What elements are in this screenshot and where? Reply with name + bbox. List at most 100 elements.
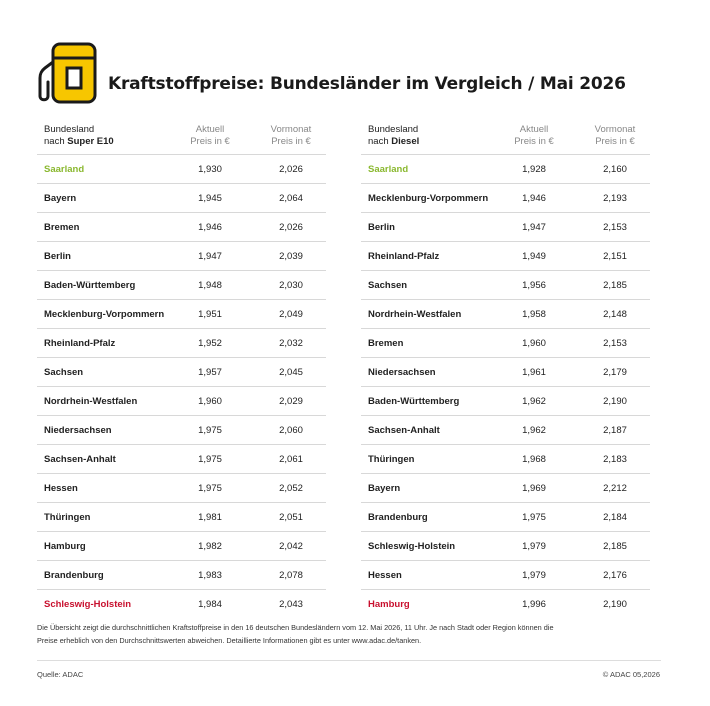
column-header-state: Bundesland nach Super E10 [44,124,114,148]
current-price: 1,928 [522,164,546,175]
table-row: Rheinland-Pfalz 1,952 2,032 [37,329,326,358]
table-row: Mecklenburg-Vorpommern 1,946 2,193 [361,184,650,213]
current-price: 1,945 [198,193,222,204]
table-row: Baden-Württemberg 1,962 2,190 [361,387,650,416]
current-price: 1,975 [198,425,222,436]
footnote: Die Übersicht zeigt die durchschnittlich… [37,621,667,647]
table-row: Bayern 1,969 2,212 [361,474,650,503]
state-name: Brandenburg [368,512,428,523]
previous-price: 2,042 [279,541,303,552]
current-price: 1,975 [198,483,222,494]
divider [37,660,661,661]
table-row: Nordrhein-Westfalen 1,960 2,029 [37,387,326,416]
current-price: 1,981 [198,512,222,523]
header-label: Bundesland [368,124,419,135]
state-name: Berlin [44,251,71,262]
current-price: 1,982 [198,541,222,552]
diesel-table: Bundesland nach Diesel Aktuell Preis in … [361,122,650,618]
table-row: Brandenburg 1,975 2,184 [361,503,650,532]
state-name: Bayern [368,483,401,494]
table-row: Rheinland-Pfalz 1,949 2,151 [361,242,650,271]
previous-price: 2,185 [603,280,627,291]
previous-price: 2,049 [279,309,303,320]
previous-price: 2,045 [279,367,303,378]
current-price: 1,952 [198,338,222,349]
state-name: Nordrhein-Westfalen [368,309,462,320]
state-name: Sachsen [368,280,408,291]
previous-price: 2,026 [279,164,303,175]
page-title: Kraftstoffpreise: Bundesländer im Vergle… [108,74,626,94]
fuel-pump-icon [38,42,97,104]
previous-price: 2,151 [603,251,627,262]
table-body: Saarland 1,928 2,160 Mecklenburg-Vorpommern… [361,154,650,618]
table-row: Niedersachsen 1,975 2,060 [37,416,326,445]
current-price: 1,975 [198,454,222,465]
table-row: Saarland 1,928 2,160 [361,155,650,184]
source-label: Quelle: ADAC [37,670,84,679]
previous-price: 2,190 [603,396,627,407]
footnote-line: Preise erheblich von den Durchschnittswe… [37,636,422,645]
state-name: Sachsen [44,367,84,378]
header-label: Aktuell [195,124,225,135]
previous-price: 2,160 [603,164,627,175]
table-row: Bremen 1,960 2,153 [361,329,650,358]
state-name: Mecklenburg-Vorpommern [368,193,489,204]
column-header-current: Aktuell Preis in € [507,124,561,148]
header-label: Preis in € [514,136,554,147]
table-body: Saarland 1,930 2,026 Bayern 1,945 2,064 Bremen… [37,154,326,618]
state-name: Saarland [368,164,409,175]
previous-price: 2,148 [603,309,627,320]
current-price: 1,957 [198,367,222,378]
previous-price: 2,026 [279,222,303,233]
previous-price: 2,043 [279,599,303,610]
previous-price: 2,153 [603,338,627,349]
current-price: 1,962 [522,425,546,436]
table-row: Sachsen-Anhalt 1,975 2,061 [37,445,326,474]
state-name: Baden-Württemberg [44,280,136,291]
footnote-line: Die Übersicht zeigt die durchschnittlich… [37,623,554,632]
current-price: 1,948 [198,280,222,291]
current-price: 1,996 [522,599,546,610]
state-name: Hamburg [44,541,86,552]
table-row: Schleswig-Holstein 1,979 2,185 [361,532,650,561]
state-name: Sachsen-Anhalt [368,425,440,436]
header-label: Vormonat [270,124,312,135]
header-label: Preis in € [271,136,311,147]
previous-price: 2,153 [603,222,627,233]
state-name: Bremen [368,338,404,349]
previous-price: 2,078 [279,570,303,581]
previous-price: 2,052 [279,483,303,494]
state-name: Brandenburg [44,570,104,581]
state-name: Rheinland-Pfalz [368,251,440,262]
current-price: 1,958 [522,309,546,320]
fuel-type-label: Super E10 [67,136,114,147]
state-name: Schleswig-Holstein [368,541,456,552]
state-name: Bremen [44,222,80,233]
current-price: 1,947 [198,251,222,262]
previous-price: 2,212 [603,483,627,494]
table-row: Hamburg 1,996 2,190 [361,590,650,618]
table-row: Berlin 1,947 2,153 [361,213,650,242]
previous-price: 2,029 [279,396,303,407]
previous-price: 2,061 [279,454,303,465]
state-name: Baden-Württemberg [368,396,460,407]
previous-price: 2,193 [603,193,627,204]
column-header-state: Bundesland nach Diesel [368,124,419,148]
fuel-type-label: Diesel [391,136,420,147]
current-price: 1,949 [522,251,546,262]
table-row: Thüringen 1,981 2,051 [37,503,326,532]
current-price: 1,956 [522,280,546,291]
state-name: Hessen [368,570,402,581]
table-header: Bundesland nach Diesel Aktuell Preis in … [361,122,650,154]
table-row: Berlin 1,947 2,039 [37,242,326,271]
table-row: Thüringen 1,968 2,183 [361,445,650,474]
current-price: 1,975 [522,512,546,523]
state-name: Niedersachsen [368,367,436,378]
table-row: Hamburg 1,982 2,042 [37,532,326,561]
header-label: Vormonat [594,124,636,135]
table-row: Bayern 1,945 2,064 [37,184,326,213]
current-price: 1,946 [198,222,222,233]
header-label: Preis in € [595,136,635,147]
table-row: Bremen 1,946 2,026 [37,213,326,242]
current-price: 1,968 [522,454,546,465]
